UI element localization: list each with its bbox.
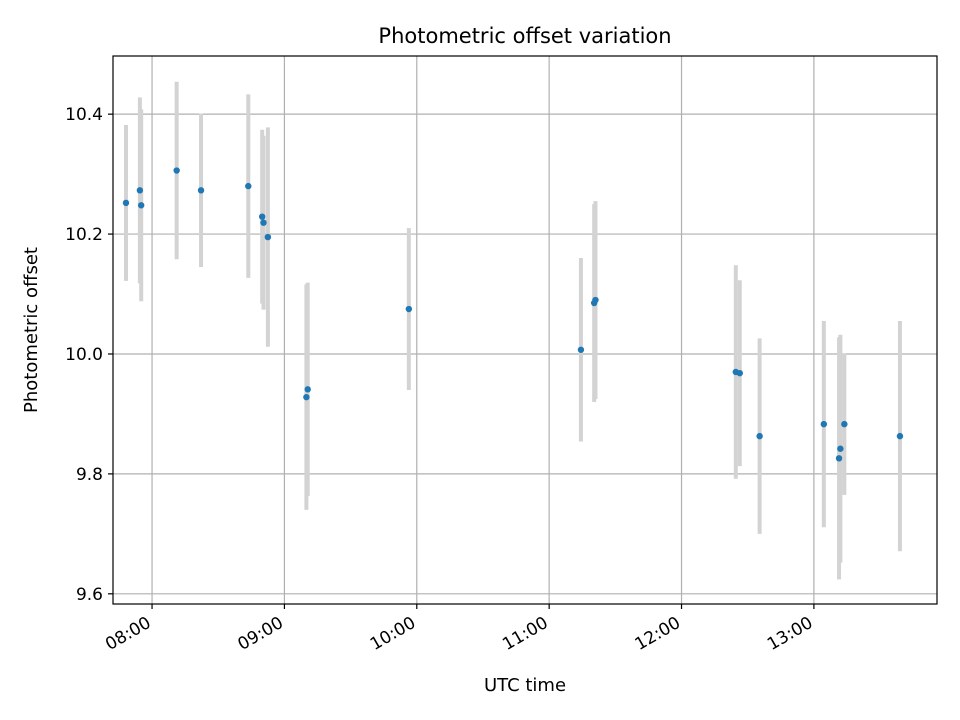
marker-layer bbox=[122, 167, 904, 462]
data-point bbox=[197, 187, 205, 194]
chart-title: Photometric offset variation bbox=[378, 24, 671, 48]
data-point bbox=[136, 187, 144, 194]
y-axis-label: Photometric offset bbox=[21, 247, 42, 413]
data-point bbox=[137, 202, 145, 209]
y-tick-label: 10.4 bbox=[65, 105, 103, 125]
y-tick-label: 10.0 bbox=[65, 345, 103, 365]
plot-frame bbox=[112, 55, 938, 605]
y-tick-label: 10.2 bbox=[65, 225, 103, 245]
x-axis-label: UTC time bbox=[484, 675, 566, 696]
data-point bbox=[245, 182, 252, 190]
data-point bbox=[835, 455, 843, 462]
data-point bbox=[304, 386, 311, 393]
grid-layer bbox=[113, 56, 937, 604]
data-point bbox=[756, 432, 763, 440]
data-point bbox=[405, 305, 413, 313]
data-point bbox=[577, 346, 585, 353]
y-tick-label: 9.8 bbox=[76, 465, 103, 485]
data-point bbox=[820, 420, 828, 428]
data-point bbox=[260, 219, 267, 226]
data-point bbox=[122, 199, 130, 207]
data-point bbox=[264, 233, 272, 241]
data-point bbox=[303, 393, 310, 401]
data-point bbox=[258, 213, 266, 220]
y-tick-label: 9.6 bbox=[76, 585, 103, 605]
data-point bbox=[736, 369, 743, 377]
data-point bbox=[837, 445, 844, 452]
data-point bbox=[592, 296, 599, 304]
data-point bbox=[173, 167, 180, 174]
data-point bbox=[841, 420, 848, 428]
data-point bbox=[896, 432, 904, 440]
